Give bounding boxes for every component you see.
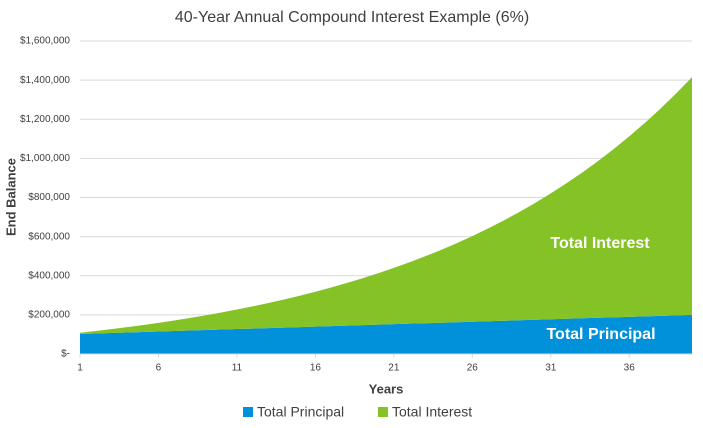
y-tick-label: $- bbox=[61, 349, 70, 360]
x-tick-label: 21 bbox=[388, 363, 400, 374]
x-tick-label: 26 bbox=[467, 363, 479, 374]
legend-label: Total Interest bbox=[392, 404, 472, 420]
x-tick-label: 16 bbox=[310, 363, 322, 374]
y-tick-label: $1,000,000 bbox=[20, 153, 70, 164]
annotation: Total Principal bbox=[546, 326, 655, 343]
annotation: Total Interest bbox=[550, 235, 650, 252]
y-tick-label: $1,600,000 bbox=[20, 36, 70, 47]
y-tick-label: $1,400,000 bbox=[20, 75, 70, 86]
y-tick-label: $800,000 bbox=[28, 192, 70, 203]
x-tick-label: 31 bbox=[545, 363, 557, 374]
y-tick-label: $1,200,000 bbox=[20, 114, 70, 125]
x-tick-label: 36 bbox=[624, 363, 636, 374]
y-tick-label: $200,000 bbox=[28, 310, 70, 321]
y-tick-label: $600,000 bbox=[28, 231, 70, 242]
y-tick-label: $400,000 bbox=[28, 270, 70, 281]
x-axis-label: Years bbox=[369, 381, 404, 396]
area bbox=[80, 314, 692, 354]
area bbox=[80, 77, 692, 334]
legend-swatch bbox=[243, 407, 253, 417]
y-axis-label: End Balance bbox=[3, 158, 18, 236]
x-tick-label: 11 bbox=[232, 363, 243, 374]
x-tick-label: 1 bbox=[77, 363, 83, 374]
chart-title: 40-Year Annual Compound Interest Example… bbox=[175, 9, 529, 26]
legend-swatch bbox=[378, 407, 388, 417]
legend-label: Total Principal bbox=[257, 404, 344, 420]
x-tick-label: 6 bbox=[156, 363, 162, 374]
